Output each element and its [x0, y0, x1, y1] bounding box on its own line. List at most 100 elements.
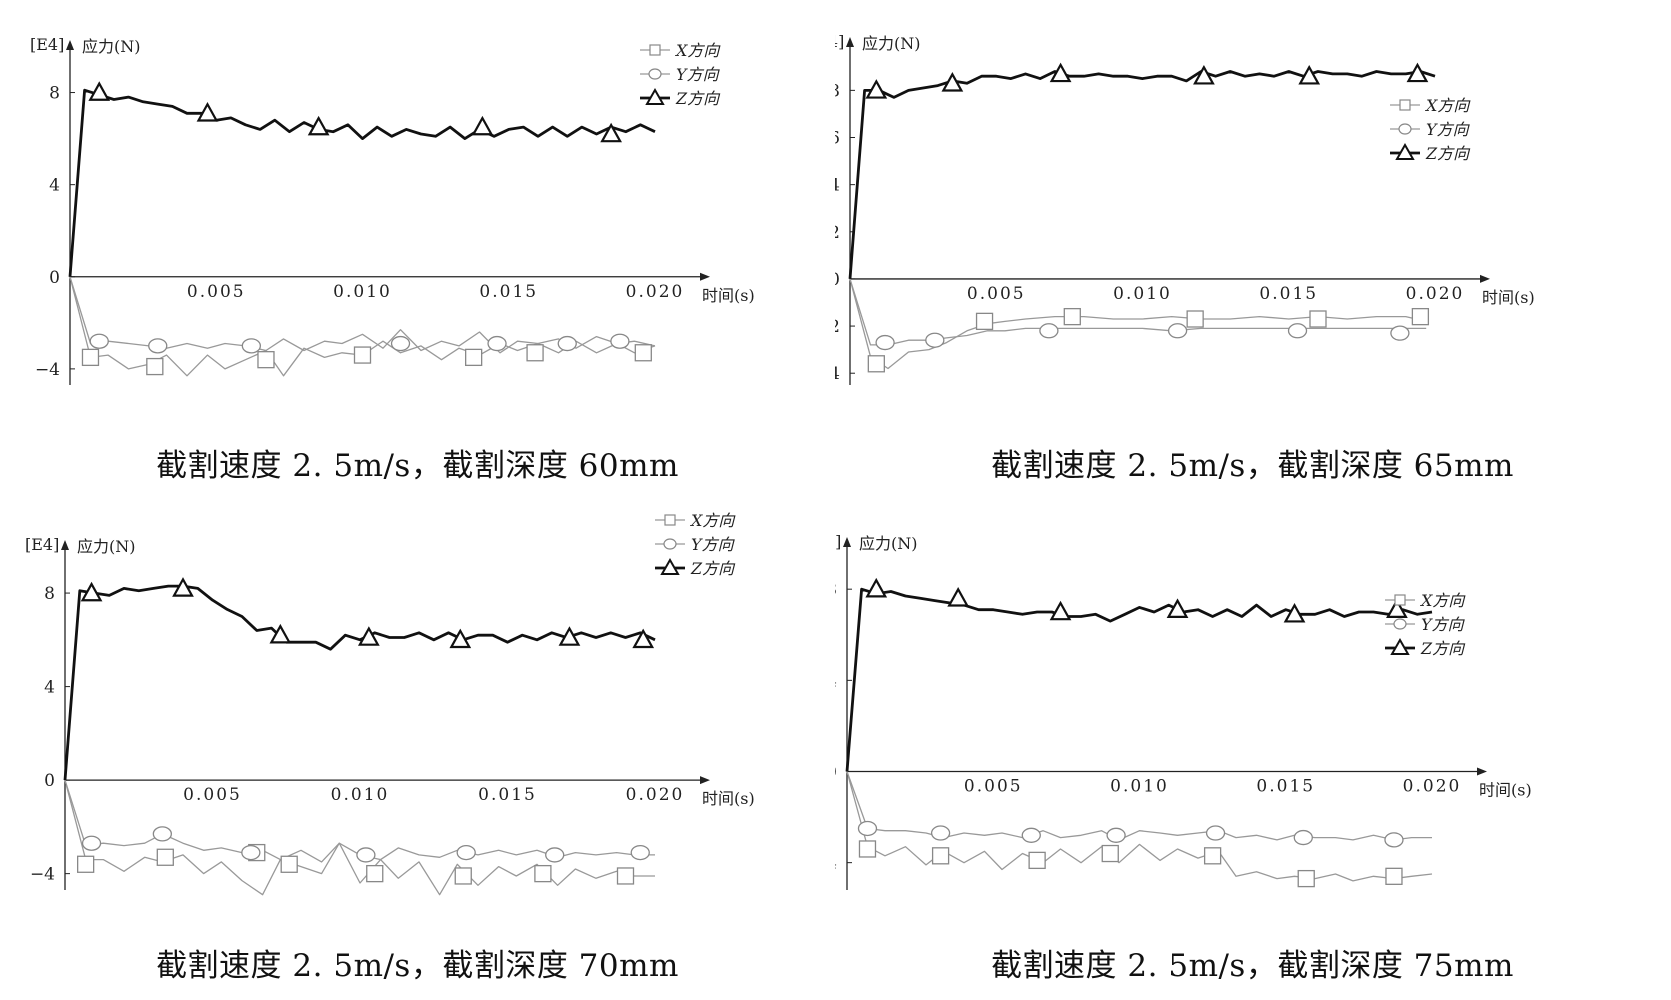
- marker-Y方向: [875, 334, 895, 351]
- marker-X方向: [1385, 867, 1403, 885]
- marker-Z方向: [80, 581, 103, 602]
- marker-X方向: [1411, 307, 1430, 326]
- x-tick-label: 0.020: [626, 282, 685, 302]
- legend-marker: [1399, 99, 1411, 111]
- marker-Y方向: [1021, 827, 1041, 843]
- marker-Z方向: [172, 577, 194, 597]
- marker-X方向: [81, 348, 100, 367]
- legend-marker: [1398, 123, 1412, 135]
- marker-Y方向: [1167, 323, 1188, 339]
- legend-label: X方向: [674, 41, 721, 60]
- marker-Z方向: [1283, 602, 1306, 623]
- chart-panel-60mm: [E4] 应力(N) 8 4 0 −4 0.005 0.010 0.015 0.020 时间(s) X…: [0, 0, 835, 500]
- x-axis-label: 时间(s): [702, 286, 755, 305]
- marker-X方向: [353, 346, 372, 364]
- marker-Y方向: [557, 335, 577, 352]
- marker-Y方向: [1293, 829, 1313, 846]
- marker-X方向: [77, 855, 95, 873]
- marker-Y方向: [1287, 323, 1308, 339]
- marker-X方向: [858, 840, 877, 858]
- y-axis-arrow: [66, 40, 74, 50]
- marker-X方向: [1297, 869, 1315, 888]
- legend-marker: [664, 514, 676, 526]
- legend-marker: [648, 68, 662, 80]
- series-line-Z方向: [845, 587, 1433, 772]
- y-tick-label: 8: [835, 580, 837, 600]
- x-axis-arrow: [1480, 274, 1490, 283]
- x-tick-label: 0.010: [1110, 776, 1169, 796]
- legend-label: X方向: [1419, 591, 1466, 610]
- marker-X方向: [534, 864, 552, 883]
- marker-Z方向: [1166, 598, 1189, 618]
- marker-Y方向: [487, 335, 507, 352]
- legend-marker: [663, 538, 677, 550]
- x-axis-arrow: [700, 272, 710, 281]
- legend-label: Z方向: [690, 559, 736, 578]
- marker-Z方向: [449, 628, 472, 649]
- x-tick-label: 0.005: [183, 785, 242, 805]
- legend-label: Y方向: [691, 535, 736, 554]
- y-axis-arrow: [846, 37, 854, 47]
- chart-caption: 截割速度 2. 5m/s，截割深度 60mm: [156, 448, 679, 484]
- markers-X方向: [867, 307, 1430, 373]
- legend-marker: [1394, 594, 1406, 606]
- marker-Z方向: [941, 72, 964, 92]
- y-tick-label: 6: [835, 129, 840, 149]
- markers-X方向: [81, 344, 652, 376]
- legend-label: X方向: [1424, 96, 1471, 115]
- markers-Y方向: [875, 323, 1410, 351]
- marker-Z方向: [865, 79, 888, 99]
- legend-label: Y方向: [1421, 615, 1466, 634]
- y-tick-label: 8: [49, 84, 60, 104]
- marker-Y方向: [81, 835, 102, 851]
- marker-X方向: [1101, 844, 1119, 863]
- markers-X方向: [858, 840, 1403, 888]
- y-tick-label: 4: [44, 678, 55, 698]
- x-tick-label: 0.020: [1406, 284, 1465, 304]
- markers-Z方向: [80, 577, 655, 649]
- marker-X方向: [454, 867, 472, 885]
- marker-Y方向: [630, 844, 650, 861]
- legend: X方向 Y方向 Z方向: [640, 41, 721, 108]
- marker-X方向: [634, 344, 652, 362]
- x-tick-label: 0.020: [626, 785, 685, 805]
- legend-marker: [645, 87, 665, 105]
- marker-Y方向: [1106, 827, 1126, 843]
- marker-X方向: [1203, 847, 1222, 865]
- marker-Z方向: [357, 626, 380, 646]
- y-tick-label: −4: [835, 364, 840, 384]
- marker-Y方向: [1384, 832, 1404, 848]
- x-tick-label: 0.015: [1256, 776, 1315, 796]
- marker-X方向: [526, 344, 544, 362]
- legend-label: X方向: [689, 511, 736, 530]
- marker-Y方向: [1205, 825, 1226, 841]
- marker-X方向: [616, 867, 635, 885]
- y-tick-label: 2: [835, 223, 840, 243]
- chart-75mm: [E4] 应力(N) 8 4 0 −4 0.005 0.010 0.015 0.020 时间(s) X…: [835, 532, 1532, 890]
- y-tick-label: −4: [30, 865, 55, 885]
- marker-Z方向: [600, 122, 622, 143]
- legend-marker: [649, 44, 661, 56]
- marker-Z方向: [196, 102, 219, 122]
- marker-X方向: [1028, 851, 1046, 870]
- x-tick-label: 0.005: [964, 776, 1023, 796]
- marker-X方向: [867, 355, 885, 373]
- legend-label: Y方向: [676, 65, 721, 84]
- marker-Z方向: [1193, 64, 1215, 85]
- marker-Y方向: [1039, 323, 1059, 339]
- legend-marker: [1395, 142, 1415, 160]
- x-tick-label: 0.015: [1259, 284, 1318, 304]
- x-tick-label: 0.010: [1113, 284, 1172, 304]
- unit-label: [E4]: [30, 35, 64, 54]
- y-axis-label: 应力(N): [82, 37, 141, 56]
- legend-label: Y方向: [1426, 120, 1471, 139]
- marker-Z方向: [865, 577, 888, 598]
- y-tick-label: 8: [835, 81, 840, 101]
- x-tick-label: 0.010: [333, 282, 392, 302]
- legend: X方向 Y方向 Z方向: [655, 511, 736, 578]
- legend-label: Z方向: [675, 89, 721, 108]
- chart-65mm: [E4] 应力(N) 8 6 4 2 0 −2 −4 0.005 0.010 0.015 0.020 时间…: [835, 32, 1535, 385]
- marker-Y方向: [241, 844, 261, 861]
- marker-Y方向: [356, 847, 376, 863]
- marker-Y方向: [1390, 325, 1410, 341]
